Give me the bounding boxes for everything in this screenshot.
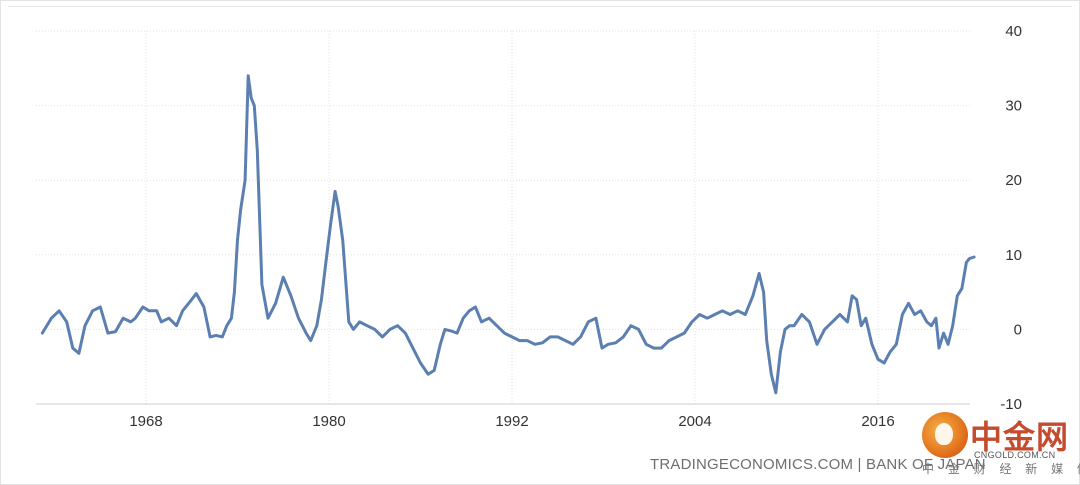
y-tick-label: 0 bbox=[1014, 321, 1022, 338]
logo-url: CNGOLD.COM.CN bbox=[974, 450, 1056, 460]
x-tick-label: 1980 bbox=[312, 413, 345, 430]
grid-lines bbox=[36, 30, 970, 405]
x-tick-label: 2016 bbox=[861, 413, 894, 430]
watermark-logo: 中金网 CNGOLD.COM.CN 中 金 财 经 新 媒 体 bbox=[918, 410, 1080, 480]
y-tick-label: 20 bbox=[1005, 172, 1022, 189]
logo-icon bbox=[922, 412, 968, 458]
top-border bbox=[8, 0, 1072, 7]
source-label[interactable]: TRADINGECONOMICS.COM | BANK OF JAPAN bbox=[650, 456, 986, 473]
y-tick-label: 30 bbox=[1005, 98, 1022, 115]
x-axis-ticks: 1968 1980 1992 2004 2016 bbox=[129, 413, 894, 430]
x-tick-label: 1992 bbox=[495, 413, 528, 430]
y-axis-ticks: 40 30 20 10 0 -10 bbox=[1000, 23, 1022, 413]
y-tick-label: 40 bbox=[1005, 23, 1022, 40]
logo-name: 中金网 bbox=[970, 418, 1070, 456]
y-tick-label: -10 bbox=[1000, 396, 1022, 413]
series-line bbox=[40, 74, 976, 395]
y-tick-label: 10 bbox=[1005, 247, 1022, 264]
x-tick-label: 2004 bbox=[678, 413, 711, 430]
logo-subtitle: 中 金 财 经 新 媒 体 bbox=[922, 462, 1080, 476]
x-tick-label: 1968 bbox=[129, 413, 162, 430]
